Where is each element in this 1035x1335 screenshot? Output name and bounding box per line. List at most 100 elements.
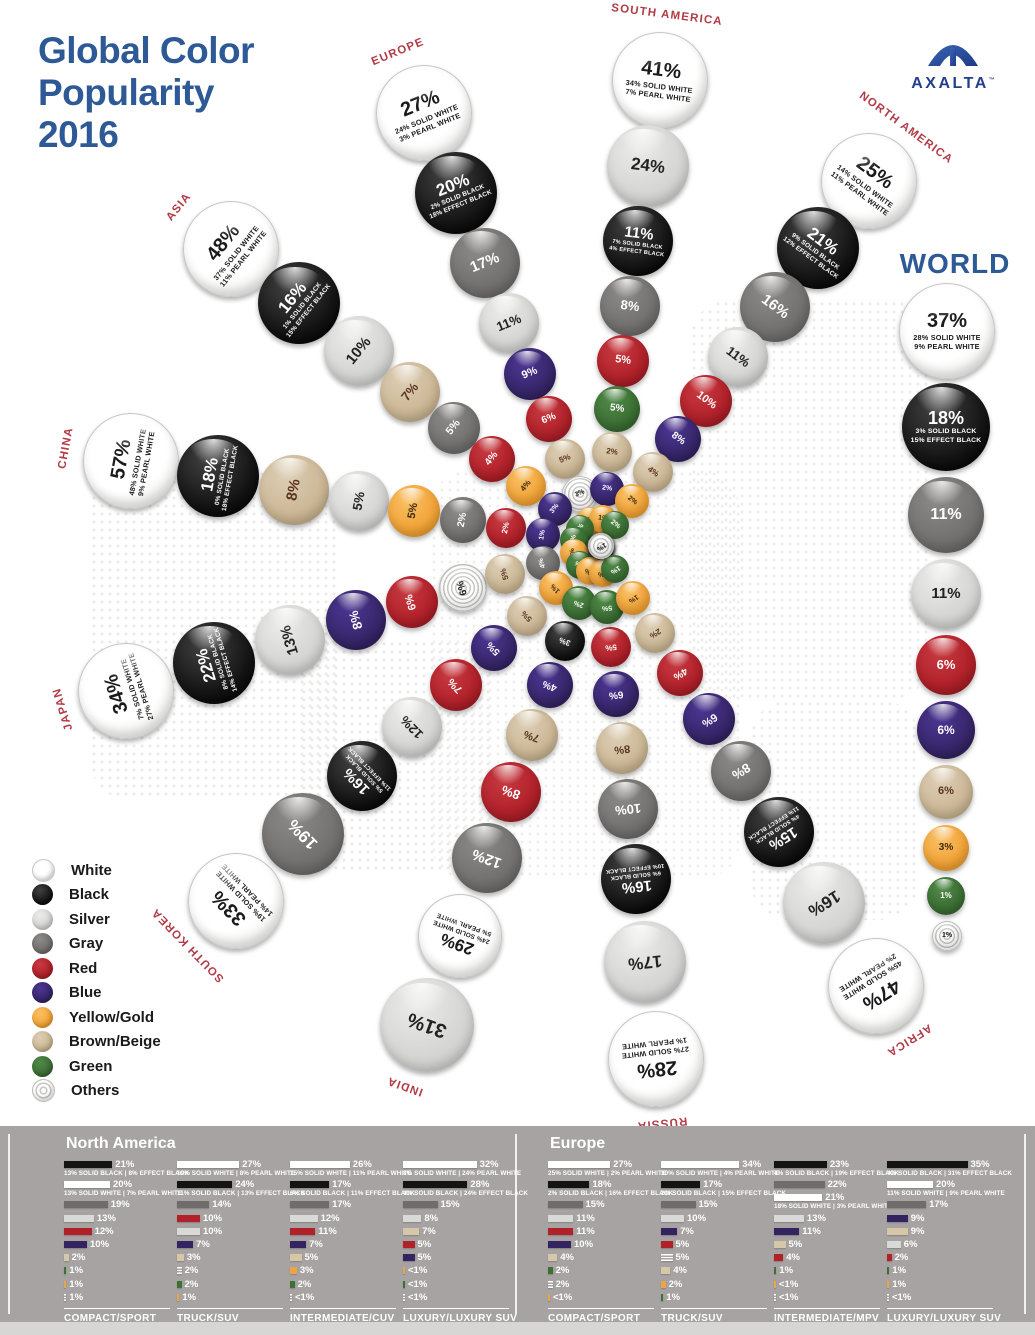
bubble-china-yellow: 5% [388, 485, 441, 538]
bar-percent: 5% [675, 1238, 690, 1250]
panel-title: Europe [550, 1135, 606, 1152]
bar-others [290, 1293, 292, 1301]
bar-yellow [403, 1267, 405, 1275]
bubble-india-blue: 4% [526, 661, 573, 708]
bar-row-red: 4% [774, 1252, 880, 1263]
bubble-sublabel: 27% SOLID WHITE 1% PEARL WHITE [621, 1035, 690, 1061]
bar-row-silver: 10% [177, 1226, 283, 1237]
region-label-europe: EUROPE [370, 35, 427, 68]
bubble-percent: 3% [558, 635, 573, 648]
bar-percent: 11% [318, 1225, 337, 1237]
bubble-percent: 6% [937, 722, 955, 737]
legend-label: Brown/Beige [69, 1033, 161, 1051]
legend-item-yellow: Yellow/Gold [32, 1005, 161, 1030]
region-label-asia: ASIA [164, 190, 195, 224]
bar-row-white: 26% 15% SOLID WHITE | 11% PEARL WHITE [290, 1159, 411, 1177]
bar-blue [774, 1227, 800, 1235]
legend-label: Green [69, 1057, 113, 1075]
bar-row-others: <1% [887, 1292, 993, 1303]
bar-row-green: 1% [661, 1292, 767, 1303]
bar-percent: 35% [970, 1159, 990, 1170]
bar-blue [290, 1240, 307, 1248]
bubble-percent: 16% [620, 877, 653, 898]
legend-label: Others [71, 1082, 120, 1100]
brand-logo: AXALTA™ [903, 32, 1003, 93]
bubble-africa-gray: 8% [711, 741, 772, 802]
bubble-world-gray: 11% [908, 477, 984, 553]
bar-row-silver: 10% [661, 1213, 767, 1224]
bar-others [177, 1267, 182, 1275]
bar-percent: 26% [352, 1159, 372, 1170]
bar-row-blue: 7% [290, 1239, 396, 1250]
bar-percent: 21% [115, 1159, 135, 1170]
segment-panels-strip: North America 21% 13% SOLID BLACK | 8% EF… [0, 1126, 1035, 1324]
bar-row-yellow: <1% [774, 1279, 880, 1290]
bar-percent: 2% [184, 1265, 199, 1277]
blue-swatch-icon [32, 982, 53, 1004]
bar-percent: 24% [235, 1179, 255, 1191]
bar-row-silver: 11% [548, 1213, 654, 1224]
bar-yellow [661, 1280, 666, 1288]
bubble-percent: 1% [609, 563, 622, 576]
legend-item-blue: Blue [32, 981, 161, 1006]
bar-percent: 5% [788, 1238, 803, 1250]
bubble-percent: 5% [601, 603, 613, 612]
bar-red [403, 1240, 415, 1248]
bar-percent: 2% [184, 1278, 199, 1290]
panel-divider [8, 1134, 10, 1314]
bubble-india-brown: 7% [505, 708, 558, 761]
bubble-world-white: 37% 28% SOLID WHITE 9% PEARL WHITE [899, 283, 995, 379]
bar-row-brown: 7% [403, 1226, 509, 1237]
bubble-europe-silver: 11% [479, 292, 540, 353]
bar-percent: 17% [703, 1179, 723, 1191]
segment-name: COMPACT/SPORT [548, 1307, 654, 1324]
bar-row-green: 2% [177, 1279, 283, 1290]
segment-name: TRUCK/SUV [177, 1307, 283, 1324]
bubble-percent: 4% [518, 477, 533, 493]
bar-white [64, 1181, 110, 1189]
bubble-south-korea-gray: 19% [262, 792, 345, 875]
bubble-percent: 6% [936, 657, 956, 673]
bubble-south-korea-white: 33% 19% SOLID WHITE 14% PEARL WHITE [188, 853, 284, 949]
bar-row-blue: 7% [661, 1226, 767, 1237]
legend-item-silver: Silver [32, 907, 161, 932]
segment-column: 35% 4% SOLID BLACK | 31% EFFECT BLACK 20% 1… [887, 1159, 1012, 1324]
bar-sublabel: 11% SOLID WHITE | 9% PEARL WHITE [887, 1190, 1005, 1198]
region-label-japan: JAPAN [50, 686, 76, 732]
bubble-percent: 6% [539, 410, 557, 427]
bar-percent: 7% [680, 1225, 694, 1237]
bar-row-red: 5% [403, 1239, 509, 1250]
bar-row-others: <1% [290, 1292, 396, 1303]
bubble-world-others: 1% [932, 921, 962, 951]
bubble-percent: 2% [601, 484, 613, 493]
bar-green [661, 1293, 664, 1301]
bubble-percent: 8% [499, 781, 523, 803]
bar-row-yellow: <1% [403, 1265, 509, 1276]
bar-percent: 5% [304, 1252, 319, 1264]
bar-row-gray: 17% [887, 1199, 993, 1210]
bar-percent: 1% [69, 1265, 84, 1277]
bar-percent: 3% [299, 1265, 314, 1277]
bar-gray [887, 1201, 927, 1209]
bubble-percent: 1% [940, 890, 952, 900]
bar-row-blue: 9% [887, 1213, 993, 1224]
bar-row-silver: 13% [64, 1213, 170, 1224]
page-title: Global Color Popularity 2016 [38, 30, 255, 155]
bar-percent: 10% [203, 1212, 223, 1224]
bubble-india-silver: 31% [380, 978, 474, 1072]
bar-row-blue: 7% [177, 1239, 283, 1250]
region-label-south-america: SOUTH AMERICA [610, 1, 724, 28]
segment-name: LUXURY/LUXURY SUV [887, 1307, 1001, 1324]
bar-percent: 11% [576, 1212, 595, 1224]
bar-black [64, 1161, 113, 1168]
bar-yellow [177, 1293, 180, 1301]
bar-row-white: 32% 8% SOLID WHITE | 24% PEARL WHITE [403, 1159, 521, 1177]
bar-black [661, 1181, 701, 1189]
bar-white [403, 1161, 477, 1168]
bar-blue [64, 1240, 87, 1248]
bar-row-red: 11% [290, 1226, 396, 1237]
bubble-percent: 8% [669, 429, 688, 447]
bar-row-yellow: <1% [548, 1292, 654, 1303]
bar-row-blue: 10% [64, 1239, 170, 1250]
